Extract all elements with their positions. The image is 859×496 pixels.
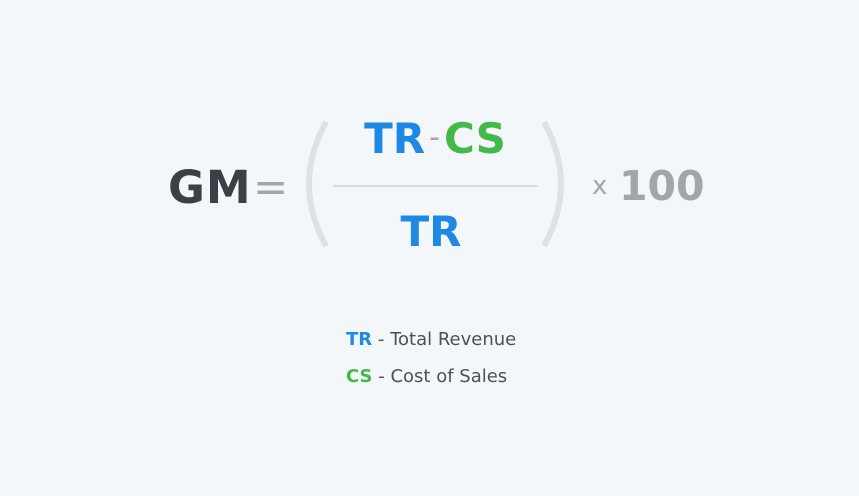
- legend-abbr: TR: [346, 329, 373, 350]
- numerator-tr: TR: [364, 114, 426, 163]
- denominator-tr: TR: [400, 207, 462, 256]
- right-parenthesis: [541, 120, 564, 248]
- legend-abbr: CS: [346, 366, 373, 387]
- legend-text: - Total Revenue: [377, 329, 517, 350]
- times-sign: x: [592, 171, 608, 201]
- legend-item-tr: TR - Total Revenue: [346, 331, 516, 349]
- fraction-bar: [333, 185, 538, 187]
- legend-item-cs: CS - Cost of Sales: [346, 368, 507, 386]
- legend-text: - Cost of Sales: [378, 366, 508, 387]
- numerator: TR -CS: [0, 118, 859, 160]
- minus-sign: -: [429, 120, 440, 155]
- multiplier: 100: [619, 162, 705, 210]
- left-parenthesis: [306, 120, 329, 248]
- numerator-cs: CS: [443, 114, 506, 163]
- gm-label: GM: [168, 161, 252, 214]
- equals-sign: =: [253, 162, 289, 211]
